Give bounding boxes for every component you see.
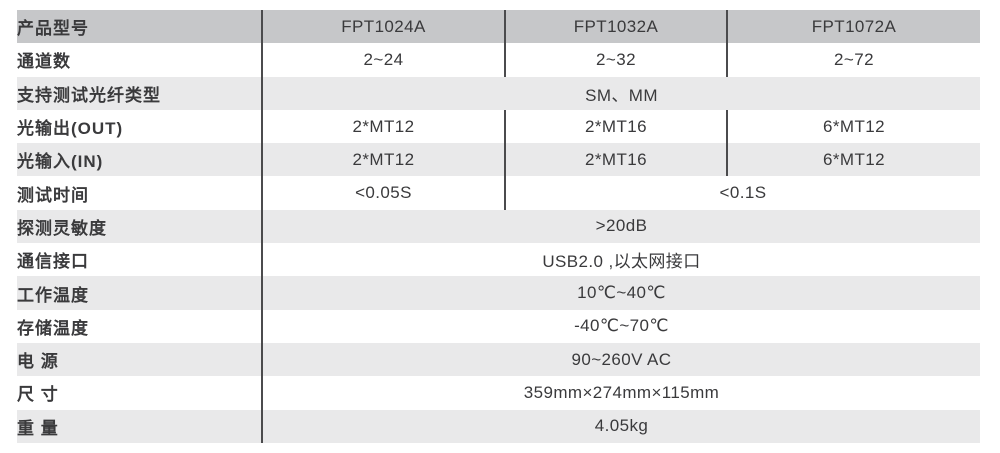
value-cell: 2*MT12 bbox=[262, 143, 506, 177]
row-weight: 重 量 4.05kg bbox=[17, 409, 980, 443]
row-label: 电 源 bbox=[17, 342, 263, 377]
row-label: 重 量 bbox=[17, 409, 263, 443]
value-cell: <0.05S bbox=[262, 176, 506, 210]
row-power-supply: 电 源 90~260V AC bbox=[17, 342, 980, 377]
header-model-fpt1024a: FPT1024A bbox=[262, 10, 506, 44]
value-cell: 6*MT12 bbox=[727, 109, 980, 144]
spec-table: 产品型号 FPT1024A FPT1032A FPT1072A 通道数 2~24… bbox=[17, 10, 980, 443]
header-model-fpt1072a: FPT1072A bbox=[727, 10, 980, 44]
row-dimensions: 尺 寸 359mm×274mm×115mm bbox=[17, 376, 980, 410]
row-channel-count: 通道数 2~24 2~32 2~72 bbox=[17, 43, 980, 77]
row-label: 光输入(IN) bbox=[17, 143, 263, 177]
row-label: 通信接口 bbox=[17, 243, 263, 277]
row-label: 工作温度 bbox=[17, 276, 263, 310]
value-cell-merged: <0.1S bbox=[505, 176, 980, 210]
row-test-time: 测试时间 <0.05S <0.1S bbox=[17, 176, 980, 210]
value-cell-merged: 4.05kg bbox=[262, 409, 980, 443]
value-cell-merged: SM、MM bbox=[262, 76, 980, 110]
row-label: 存储温度 bbox=[17, 309, 263, 343]
header-label-product-model: 产品型号 bbox=[17, 10, 263, 44]
row-label: 通道数 bbox=[17, 43, 263, 77]
row-storage-temperature: 存储温度 -40℃~70℃ bbox=[17, 309, 980, 343]
row-label: 尺 寸 bbox=[17, 376, 263, 410]
header-model-fpt1032a: FPT1032A bbox=[505, 10, 728, 44]
value-cell-merged: 90~260V AC bbox=[262, 342, 980, 377]
value-cell: 2~32 bbox=[505, 43, 728, 77]
row-label: 测试时间 bbox=[17, 176, 263, 210]
row-label: 光输出(OUT) bbox=[17, 109, 263, 144]
row-detection-sensitivity: 探测灵敏度 >20dB bbox=[17, 209, 980, 244]
header-row: 产品型号 FPT1024A FPT1032A FPT1072A bbox=[17, 10, 980, 44]
row-optical-input: 光输入(IN) 2*MT12 2*MT16 6*MT12 bbox=[17, 143, 980, 177]
row-label: 支持测试光纤类型 bbox=[17, 76, 263, 110]
row-communication-interface: 通信接口 USB2.0 ,以太网接口 bbox=[17, 243, 980, 277]
value-cell-merged: >20dB bbox=[262, 209, 980, 244]
value-cell: 2*MT16 bbox=[505, 109, 728, 144]
value-cell: 2*MT16 bbox=[505, 143, 728, 177]
row-operating-temperature: 工作温度 10℃~40℃ bbox=[17, 276, 980, 310]
value-cell-merged: -40℃~70℃ bbox=[262, 309, 980, 343]
row-label: 探测灵敏度 bbox=[17, 209, 263, 244]
row-fiber-type: 支持测试光纤类型 SM、MM bbox=[17, 76, 980, 110]
value-cell-merged: USB2.0 ,以太网接口 bbox=[262, 243, 980, 277]
value-cell: 2~24 bbox=[262, 43, 506, 77]
value-cell: 2*MT12 bbox=[262, 109, 506, 144]
value-cell: 2~72 bbox=[727, 43, 980, 77]
row-optical-output: 光输出(OUT) 2*MT12 2*MT16 6*MT12 bbox=[17, 109, 980, 144]
value-cell-merged: 10℃~40℃ bbox=[262, 276, 980, 310]
value-cell-merged: 359mm×274mm×115mm bbox=[262, 376, 980, 410]
value-cell: 6*MT12 bbox=[727, 143, 980, 177]
